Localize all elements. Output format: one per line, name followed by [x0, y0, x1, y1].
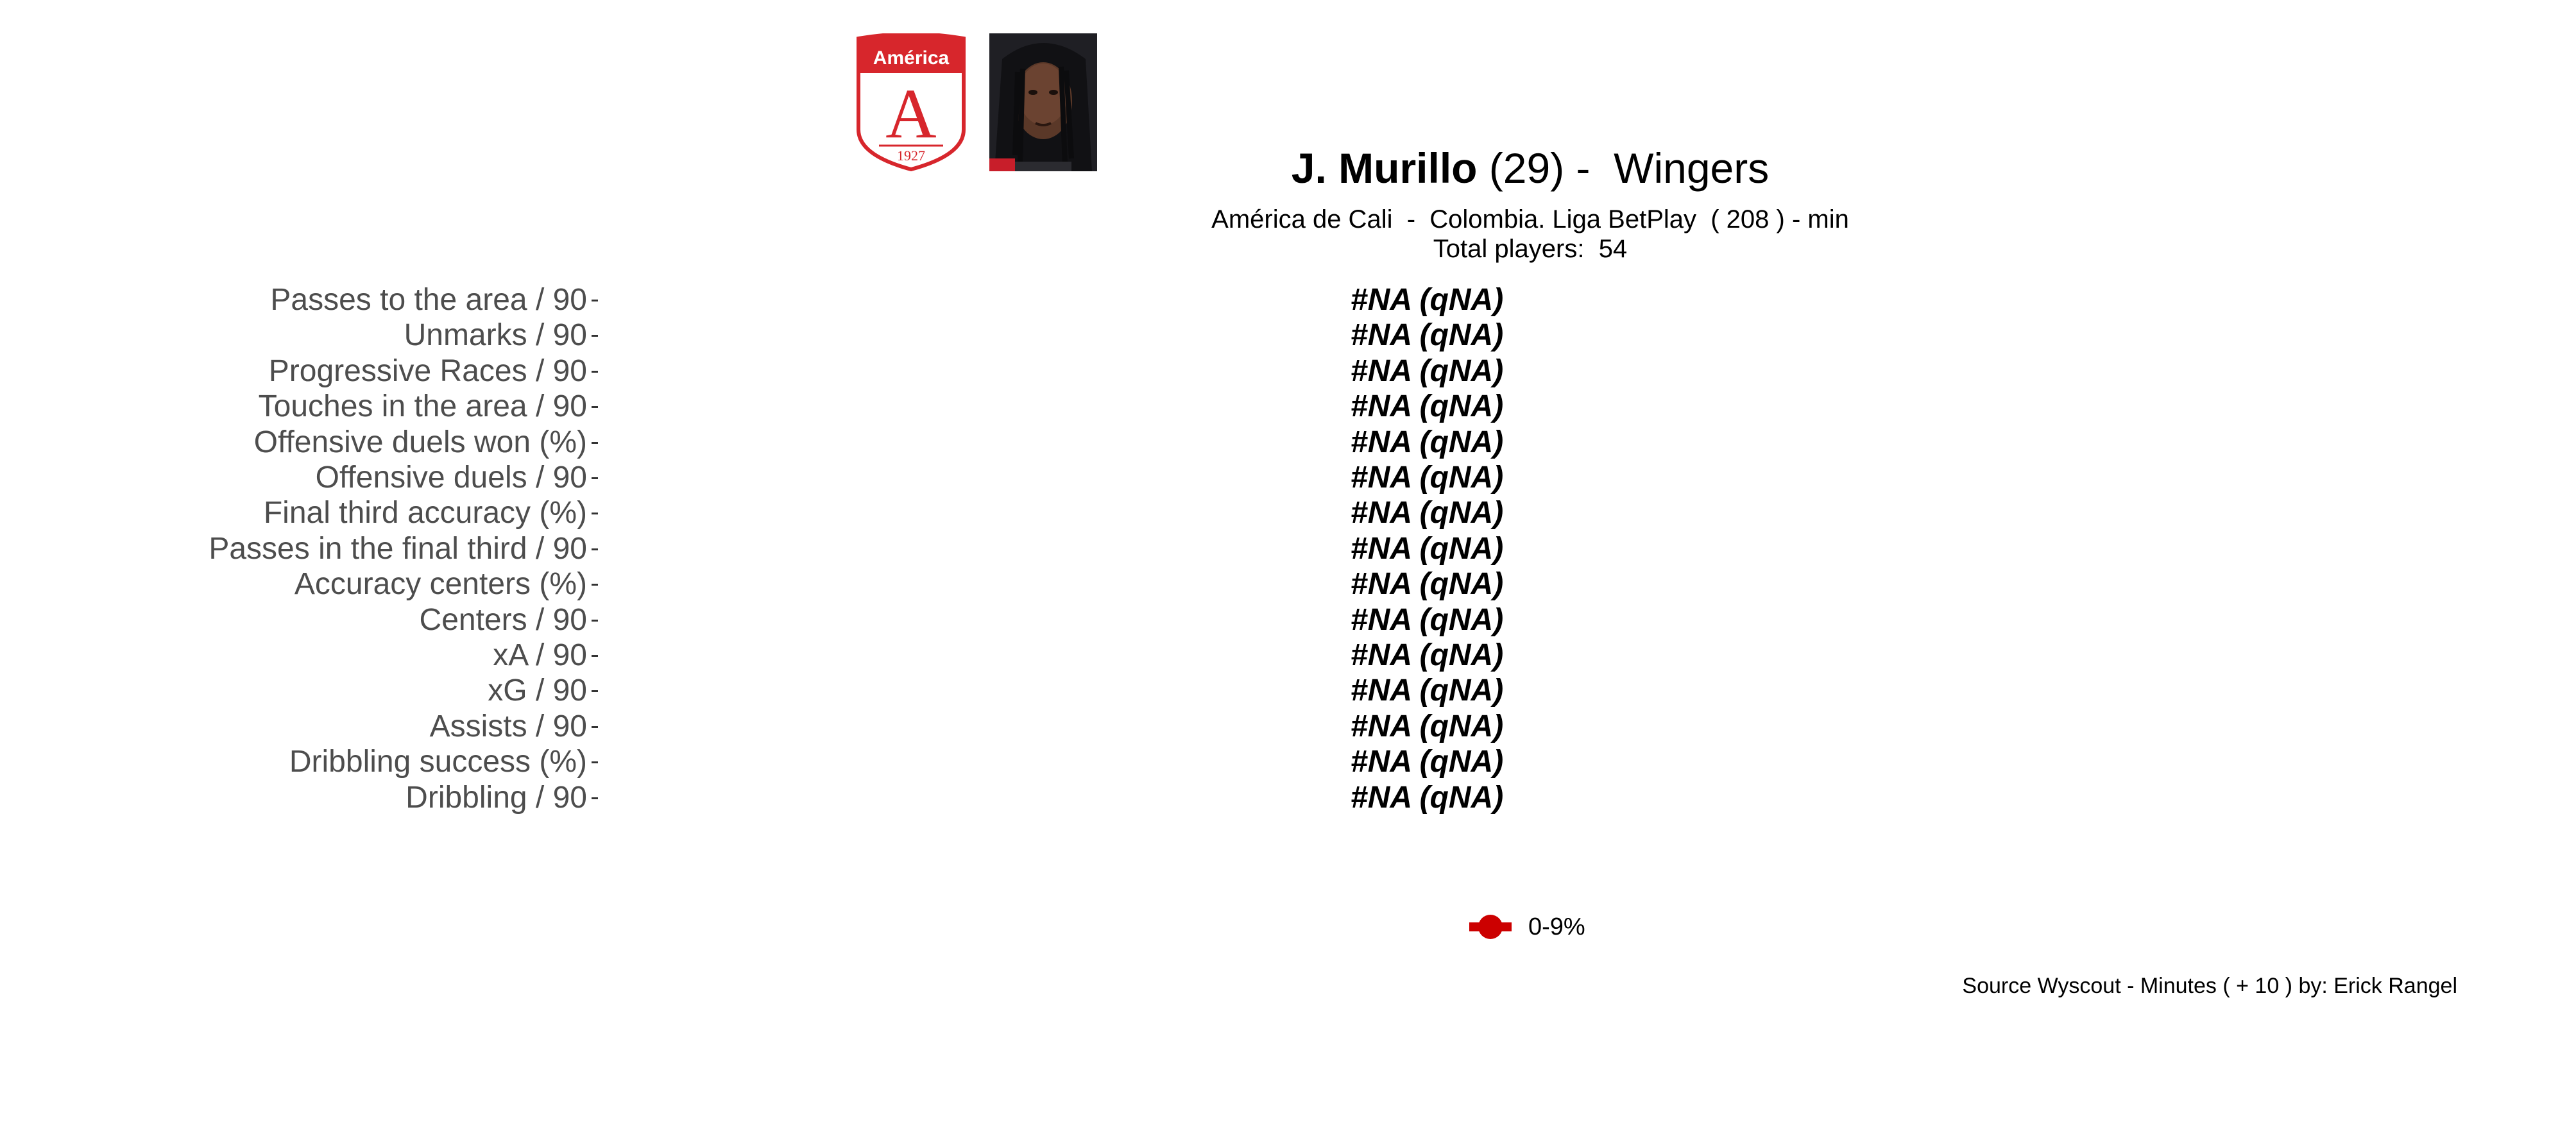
- metric-value-label: #NA (qNA): [1351, 781, 1504, 815]
- metric-label: Offensive duels won (%): [253, 425, 587, 459]
- metric-label: Final third accuracy (%): [263, 496, 587, 530]
- metric-value-label: #NA (qNA): [1351, 567, 1504, 601]
- svg-text:América: América: [873, 47, 950, 69]
- metric-label: Dribbling / 90: [405, 781, 587, 815]
- metric-value-label: #NA (qNA): [1351, 603, 1504, 637]
- metric-row: Progressive Races / 90 #NA (qNA): [0, 353, 2576, 389]
- metric-label: Touches in the area / 90: [258, 389, 587, 423]
- legend-label: 0-9%: [1528, 913, 1585, 940]
- axis-tick: [592, 620, 598, 622]
- metric-label: Progressive Races / 90: [268, 354, 587, 388]
- metric-value-label: #NA (qNA): [1351, 745, 1504, 779]
- metric-row: Passes in the final third / 90 #NA (qNA): [0, 531, 2576, 567]
- metric-row: Offensive duels won (%) #NA (qNA): [0, 425, 2576, 461]
- svg-text:1927: 1927: [897, 148, 925, 164]
- axis-tick: [592, 761, 598, 763]
- metric-label: Offensive duels / 90: [315, 461, 587, 495]
- metric-label: Accuracy centers (%): [294, 567, 587, 601]
- metric-value-label: #NA (qNA): [1351, 318, 1504, 352]
- axis-tick: [592, 584, 598, 586]
- axis-tick: [592, 477, 598, 479]
- axis-tick: [592, 300, 598, 301]
- axis-tick: [592, 513, 598, 514]
- metric-value-label: #NA (qNA): [1351, 709, 1504, 743]
- axis-tick: [592, 548, 598, 550]
- metric-row: xA / 90 #NA (qNA): [0, 638, 2576, 674]
- axis-tick: [592, 335, 598, 337]
- metric-label: Dribbling success (%): [289, 745, 587, 779]
- metric-value-label: #NA (qNA): [1351, 354, 1504, 388]
- player-age-position: (29) - Wingers: [1477, 144, 1770, 192]
- metric-label: Passes in the final third / 90: [209, 532, 587, 566]
- metric-row: Accuracy centers (%) #NA (qNA): [0, 566, 2576, 602]
- metric-label: Passes to the area / 90: [270, 283, 587, 317]
- metric-value-label: #NA (qNA): [1351, 461, 1504, 495]
- metric-value-label: #NA (qNA): [1351, 283, 1504, 317]
- total-players: Total players: 54: [1433, 235, 1628, 263]
- metric-label: Assists / 90: [429, 709, 587, 743]
- metric-row: Centers / 90 #NA (qNA): [0, 602, 2576, 638]
- metric-value-label: #NA (qNA): [1351, 389, 1504, 423]
- metric-row: Assists / 90 #NA (qNA): [0, 709, 2576, 745]
- axis-tick: [592, 655, 598, 657]
- axis-tick: [592, 726, 598, 728]
- metric-label: xG / 90: [488, 674, 587, 708]
- metric-row: Dribbling success (%) #NA (qNA): [0, 744, 2576, 780]
- source-caption: Source Wyscout - Minutes ( + 10 ) by: Er…: [1962, 974, 2457, 998]
- metric-value-label: #NA (qNA): [1351, 674, 1504, 708]
- metric-label: Centers / 90: [419, 603, 587, 637]
- metric-rows: Passes to the area / 90 #NA (qNA) Unmarks …: [0, 282, 2576, 827]
- metric-row: Unmarks / 90 #NA (qNA): [0, 318, 2576, 353]
- axis-tick: [592, 797, 598, 799]
- metric-value-label: #NA (qNA): [1351, 425, 1504, 459]
- axis-tick: [592, 371, 598, 373]
- player-photo: [989, 33, 1097, 171]
- metric-row: Final third accuracy (%) #NA (qNA): [0, 495, 2576, 531]
- metric-value-label: #NA (qNA): [1351, 496, 1504, 530]
- axis-tick: [592, 442, 598, 444]
- metric-label: xA / 90: [493, 638, 587, 672]
- metric-value-label: #NA (qNA): [1351, 532, 1504, 566]
- player-name: J. Murillo: [1291, 144, 1478, 192]
- axis-tick: [592, 690, 598, 692]
- metric-row: Passes to the area / 90 #NA (qNA): [0, 282, 2576, 318]
- svg-text:A: A: [885, 74, 936, 153]
- metric-row: Touches in the area / 90 #NA (qNA): [0, 389, 2576, 425]
- club-crest: América A 1927: [853, 32, 969, 172]
- chart-subtitle: América de Cali - Colombia. Liga BetPlay…: [1211, 205, 1849, 233]
- metric-row: Dribbling / 90 #NA (qNA): [0, 780, 2576, 816]
- legend-key: [1469, 915, 1512, 939]
- metric-row: Offensive duels / 90 #NA (qNA): [0, 460, 2576, 496]
- axis-tick: [592, 406, 598, 408]
- metric-row: xG / 90 #NA (qNA): [0, 673, 2576, 709]
- metric-value-label: #NA (qNA): [1351, 638, 1504, 672]
- chart-title: J. Murillo (29) - Wingers: [0, 142, 2576, 194]
- metric-label: Unmarks / 90: [404, 318, 587, 352]
